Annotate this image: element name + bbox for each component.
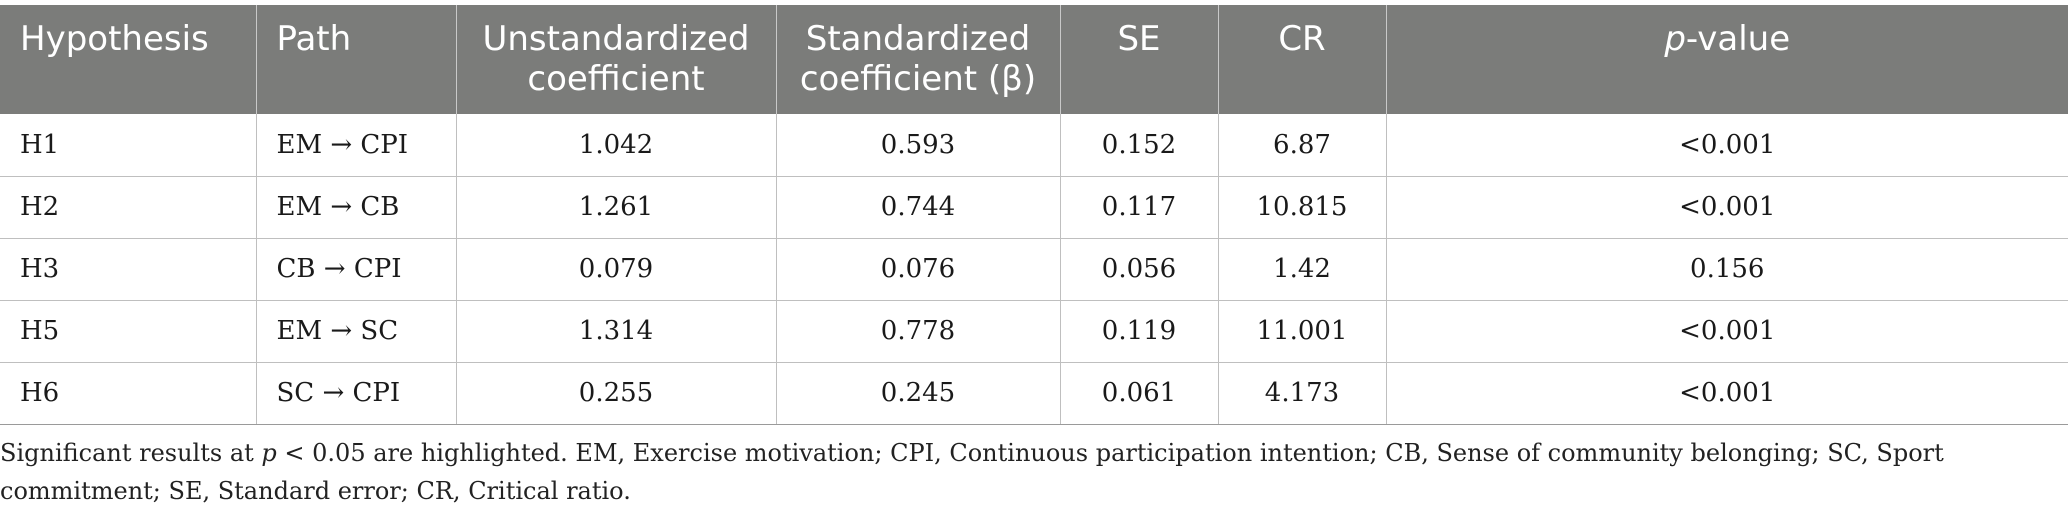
header-standardized-coefficient: Standardized coefficient (β) (776, 5, 1061, 114)
cell-se: 0.056 (1060, 238, 1219, 301)
cell-p-value: 0.156 (1386, 238, 2068, 301)
path-coefficients-table: Hypothesis Path Unstandardized coefficie… (0, 5, 2068, 425)
header-hypothesis: Hypothesis (0, 5, 257, 114)
table-row: H5 EM → SC 1.314 0.778 0.119 11.001 <0.0… (0, 300, 2068, 363)
header-se: SE (1060, 5, 1219, 114)
table-header: Hypothesis Path Unstandardized coefficie… (0, 5, 2068, 114)
header-row: Hypothesis Path Unstandardized coefficie… (0, 5, 2068, 114)
cell-hypothesis: H3 (0, 238, 257, 301)
cell-path: CB → CPI (256, 238, 457, 301)
cell-unstandardized: 1.042 (456, 114, 777, 177)
header-cr: CR (1218, 5, 1387, 114)
table-row: H1 EM → CPI 1.042 0.593 0.152 6.87 <0.00… (0, 114, 2068, 177)
header-unstandardized-coefficient: Unstandardized coefficient (456, 5, 777, 114)
cell-p-value: <0.001 (1386, 176, 2068, 239)
cell-standardized: 0.245 (776, 362, 1061, 425)
table-body: H1 EM → CPI 1.042 0.593 0.152 6.87 <0.00… (0, 114, 2068, 425)
cell-se: 0.119 (1060, 300, 1219, 363)
cell-cr: 6.87 (1218, 114, 1387, 177)
cell-p-value: <0.001 (1386, 114, 2068, 177)
cell-hypothesis: H5 (0, 300, 257, 363)
cell-unstandardized: 0.255 (456, 362, 777, 425)
cell-path: EM → SC (256, 300, 457, 363)
cell-unstandardized: 0.079 (456, 238, 777, 301)
cell-standardized: 0.744 (776, 176, 1061, 239)
cell-path: EM → CB (256, 176, 457, 239)
cell-se: 0.061 (1060, 362, 1219, 425)
cell-p-value: <0.001 (1386, 362, 2068, 425)
table-footnote: Significant results at p < 0.05 are high… (0, 434, 2040, 510)
cell-path: SC → CPI (256, 362, 457, 425)
header-path: Path (256, 5, 457, 114)
cell-standardized: 0.778 (776, 300, 1061, 363)
footnote-part1: Significant results at (0, 439, 262, 467)
cell-hypothesis: H1 (0, 114, 257, 177)
cell-se: 0.152 (1060, 114, 1219, 177)
cell-cr: 4.173 (1218, 362, 1387, 425)
cell-cr: 1.42 (1218, 238, 1387, 301)
cell-cr: 11.001 (1218, 300, 1387, 363)
header-p-rest: -value (1685, 19, 1791, 59)
cell-unstandardized: 1.314 (456, 300, 777, 363)
footnote-p-italic: p (261, 439, 277, 467)
cell-standardized: 0.076 (776, 238, 1061, 301)
cell-standardized: 0.593 (776, 114, 1061, 177)
cell-se: 0.117 (1060, 176, 1219, 239)
header-p-italic: p (1664, 19, 1686, 59)
results-table-container: Hypothesis Path Unstandardized coefficie… (0, 5, 2068, 425)
cell-cr: 10.815 (1218, 176, 1387, 239)
header-p-value: p-value (1386, 5, 2068, 114)
cell-hypothesis: H2 (0, 176, 257, 239)
cell-unstandardized: 1.261 (456, 176, 777, 239)
cell-path: EM → CPI (256, 114, 457, 177)
table-row: H2 EM → CB 1.261 0.744 0.117 10.815 <0.0… (0, 176, 2068, 239)
cell-p-value: <0.001 (1386, 300, 2068, 363)
table-row: H6 SC → CPI 0.255 0.245 0.061 4.173 <0.0… (0, 362, 2068, 425)
cell-hypothesis: H6 (0, 362, 257, 425)
footnote-part2: < 0.05 are highlighted. EM, Exercise mot… (0, 439, 1944, 505)
table-row: H3 CB → CPI 0.079 0.076 0.056 1.42 0.156 (0, 238, 2068, 301)
